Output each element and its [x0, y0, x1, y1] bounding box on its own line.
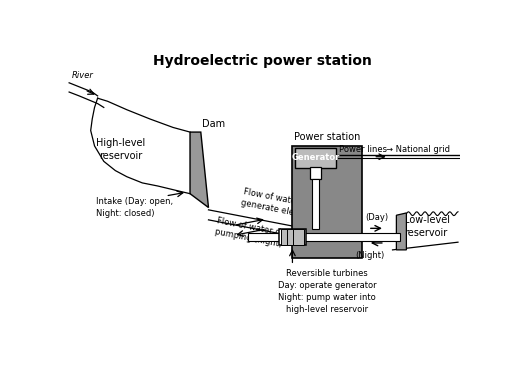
- Text: Reversible turbines
Day: operate generator
Night: pump water into
high-level res: Reversible turbines Day: operate generat…: [278, 269, 376, 314]
- Text: Dam: Dam: [202, 119, 225, 129]
- Text: (Night): (Night): [355, 251, 384, 260]
- Polygon shape: [396, 213, 407, 250]
- Bar: [279, 229, 306, 244]
- Text: Hydroelectric power station: Hydroelectric power station: [153, 53, 372, 68]
- Bar: [295, 148, 336, 167]
- Polygon shape: [190, 132, 208, 207]
- Text: River: River: [72, 71, 93, 81]
- Text: Generator: Generator: [291, 154, 340, 162]
- Text: Power lines: Power lines: [339, 146, 388, 154]
- Bar: [310, 167, 321, 179]
- Bar: [292, 146, 362, 257]
- Text: Power station: Power station: [294, 132, 360, 142]
- Text: → National grid: → National grid: [386, 146, 450, 154]
- Text: (Day): (Day): [366, 213, 389, 222]
- Bar: [312, 179, 318, 229]
- Text: Flow of water during
pumping (night): Flow of water during pumping (night): [214, 216, 303, 252]
- Bar: [287, 229, 298, 244]
- Bar: [281, 229, 292, 244]
- Text: Intake (Day: open,
Night: closed): Intake (Day: open, Night: closed): [96, 197, 173, 218]
- Text: High-level
reservoir: High-level reservoir: [96, 138, 145, 161]
- Text: Low-level
reservoir: Low-level reservoir: [404, 215, 450, 238]
- Bar: [293, 229, 304, 244]
- Text: Flow of water to
generate electricity (day): Flow of water to generate electricity (d…: [241, 187, 350, 227]
- Bar: [248, 233, 400, 241]
